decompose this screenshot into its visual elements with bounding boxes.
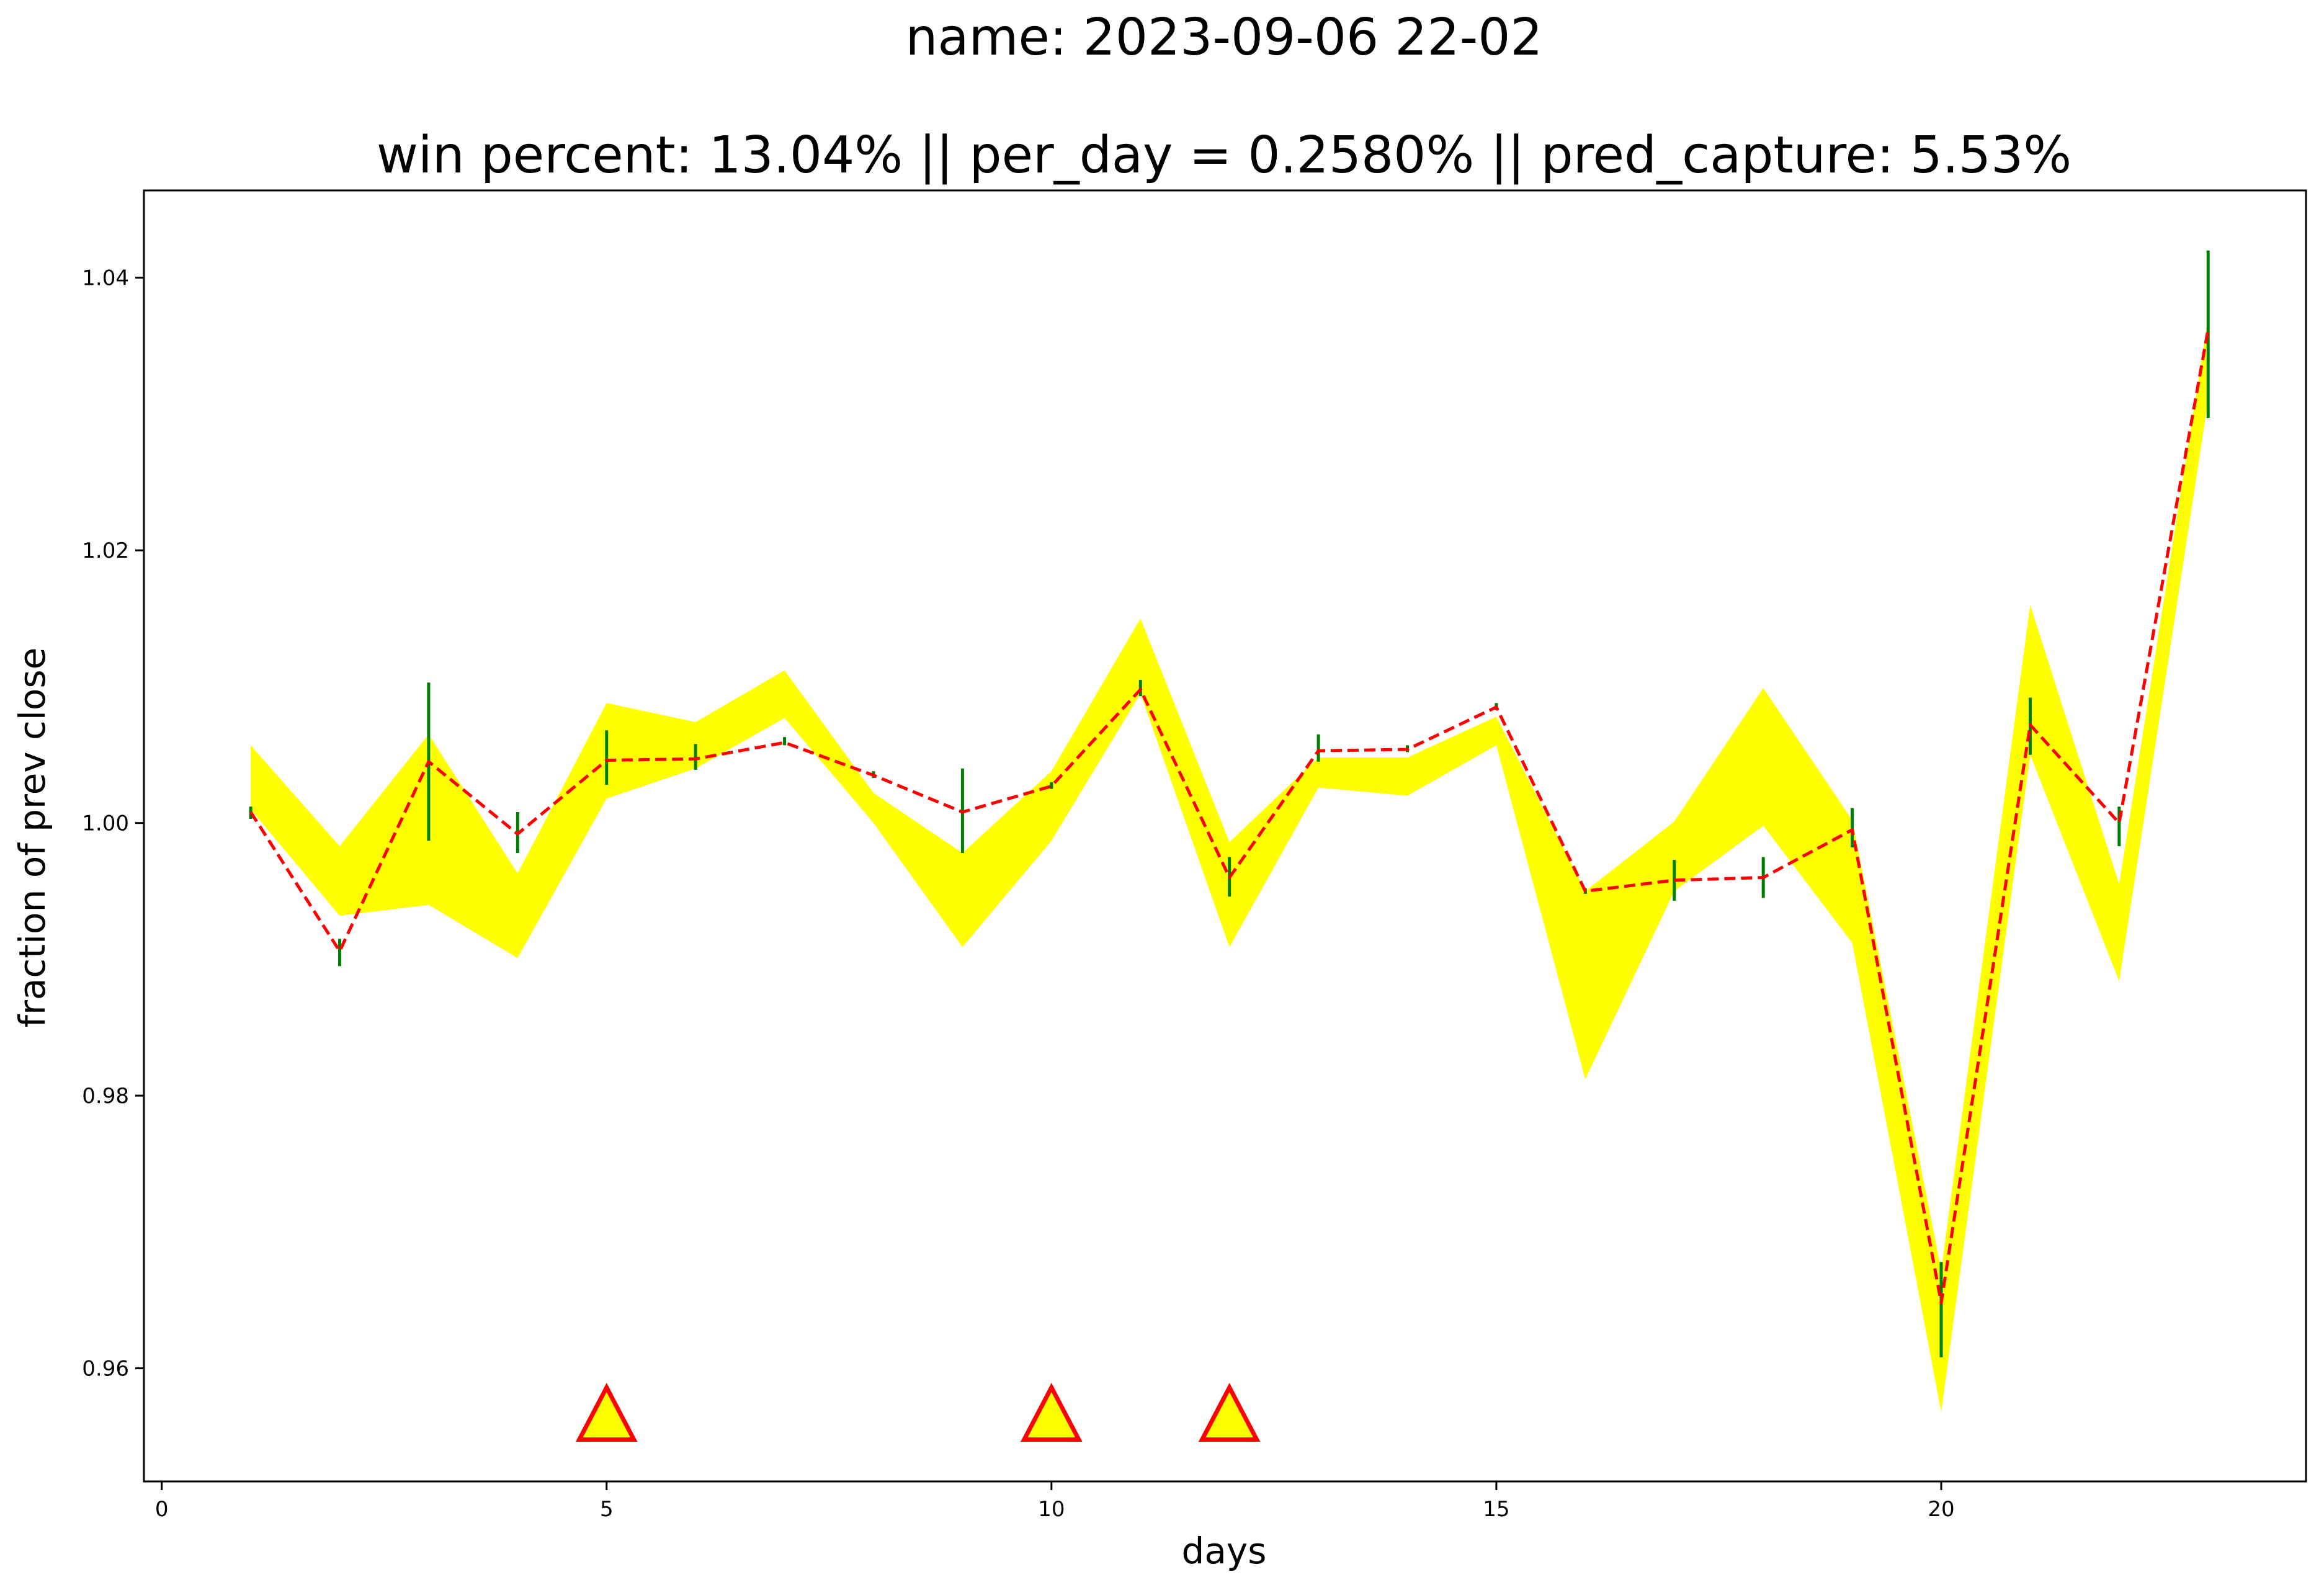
chart-title: name: 2023-09-06 22-02	[905, 8, 1542, 67]
y-tick-label: 1.04	[82, 266, 129, 291]
plot-frame	[143, 189, 2307, 1483]
x-tick-label: 10	[1038, 1497, 1065, 1522]
y-axis: 0.96 0.98 1.00 1.02 1.04	[82, 266, 144, 1382]
triangle-marker	[575, 1382, 638, 1442]
triangle-marker	[1198, 1382, 1261, 1442]
x-axis: 0 5 10 15 20	[155, 1481, 1955, 1522]
triangle-marker	[1021, 1382, 1083, 1442]
y-axis-label: fraction of prev close	[11, 648, 53, 1028]
x-tick-label: 0	[155, 1497, 169, 1522]
y-tick-label: 0.98	[82, 1084, 129, 1109]
chart-subtitle: win percent: 13.04% || per_day = 0.2580%…	[377, 126, 2071, 185]
plot-area	[249, 250, 2210, 1442]
y-tick-label: 1.02	[82, 538, 129, 563]
y-tick-label: 1.00	[82, 811, 129, 836]
y-tick-label: 0.96	[82, 1357, 129, 1382]
x-axis-label: days	[1182, 1530, 1267, 1572]
x-tick-label: 5	[600, 1497, 614, 1522]
x-tick-label: 20	[1928, 1497, 1954, 1522]
x-tick-label: 15	[1483, 1497, 1509, 1522]
series-line	[249, 329, 2210, 1305]
